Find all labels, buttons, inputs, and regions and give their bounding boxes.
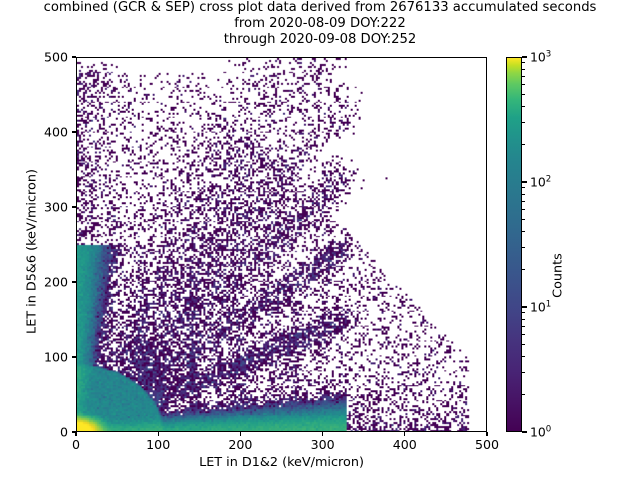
y-tick-label-300: 300 bbox=[43, 199, 68, 215]
x-tick-label-300: 300 bbox=[310, 437, 335, 452]
x-tick-200 bbox=[239, 432, 241, 436]
colorbar-tick-10 bbox=[522, 306, 527, 308]
y-tick-label-500: 500 bbox=[43, 49, 68, 65]
colorbar-minor-tick bbox=[522, 200, 525, 202]
title-line-3: through 2020-09-08 DOY:252 bbox=[223, 32, 417, 47]
colorbar-minor-tick bbox=[522, 62, 525, 64]
colorbar-minor-tick bbox=[522, 371, 525, 373]
x-tick-label-200: 200 bbox=[228, 437, 253, 452]
colorbar-tick-1 bbox=[522, 431, 527, 433]
colorbar-minor-tick bbox=[522, 334, 525, 336]
colorbar-minor-tick bbox=[522, 393, 525, 395]
colorbar-tick-label-1: 100 bbox=[530, 424, 552, 440]
colorbar-minor-tick bbox=[522, 219, 525, 221]
colorbar-tick-100 bbox=[522, 181, 527, 183]
x-tick-label-400: 400 bbox=[392, 437, 417, 452]
x-tick-0 bbox=[75, 432, 77, 436]
title-line-2: from 2020-08-09 DOY:222 bbox=[234, 16, 406, 31]
colorbar-minor-tick bbox=[522, 209, 525, 211]
colorbar-minor-tick bbox=[522, 325, 525, 327]
y-tick-0 bbox=[72, 431, 76, 433]
colorbar-minor-tick bbox=[522, 268, 525, 270]
x-tick-label-0: 0 bbox=[71, 437, 81, 452]
chart-title: combined (GCR & SEP) cross plot data der… bbox=[0, 0, 640, 48]
y-tick-300 bbox=[72, 206, 76, 208]
colorbar-minor-tick bbox=[522, 94, 525, 96]
colorbar-tick-label-100: 102 bbox=[530, 174, 552, 190]
colorbar bbox=[506, 57, 522, 432]
x-tick-500 bbox=[486, 432, 488, 436]
y-axis-label: LET in D5&6 (keV/micron) bbox=[24, 169, 40, 334]
colorbar-minor-tick bbox=[522, 246, 525, 248]
colorbar-minor-tick bbox=[522, 75, 525, 77]
scatter-heatmap-canvas bbox=[77, 58, 486, 431]
colorbar-minor-tick bbox=[522, 312, 525, 314]
colorbar-minor-tick bbox=[522, 193, 525, 195]
colorbar-minor-tick bbox=[522, 143, 525, 145]
colorbar-minor-tick bbox=[522, 344, 525, 346]
y-tick-label-100: 100 bbox=[43, 349, 68, 365]
colorbar-minor-tick bbox=[522, 84, 525, 86]
colorbar-minor-tick bbox=[522, 356, 525, 358]
y-tick-400 bbox=[72, 131, 76, 133]
x-tick-300 bbox=[322, 432, 324, 436]
colorbar-minor-tick bbox=[522, 68, 525, 70]
x-tick-400 bbox=[404, 432, 406, 436]
y-tick-label-200: 200 bbox=[43, 274, 68, 290]
colorbar-minor-tick bbox=[522, 121, 525, 123]
colorbar-minor-tick bbox=[522, 318, 525, 320]
y-tick-100 bbox=[72, 356, 76, 358]
y-tick-label-400: 400 bbox=[43, 124, 68, 140]
title-line-1: combined (GCR & SEP) cross plot data der… bbox=[43, 0, 597, 15]
colorbar-label: Counts bbox=[550, 253, 566, 298]
x-tick-label-100: 100 bbox=[146, 437, 171, 452]
colorbar-minor-tick bbox=[522, 187, 525, 189]
y-tick-200 bbox=[72, 281, 76, 283]
colorbar-tick-label-1000: 103 bbox=[530, 49, 552, 65]
x-tick-label-500: 500 bbox=[474, 437, 500, 452]
plot-axes bbox=[76, 57, 487, 432]
colorbar-minor-tick bbox=[522, 106, 525, 108]
y-tick-500 bbox=[72, 56, 76, 58]
colorbar-minor-tick bbox=[522, 231, 525, 233]
y-tick-label-0: 0 bbox=[59, 424, 68, 440]
colorbar-tick-label-10: 101 bbox=[530, 299, 552, 315]
x-axis-label: LET in D1&2 (keV/micron) bbox=[199, 455, 364, 470]
colorbar-tick-1000 bbox=[522, 56, 527, 58]
x-tick-100 bbox=[157, 432, 159, 436]
